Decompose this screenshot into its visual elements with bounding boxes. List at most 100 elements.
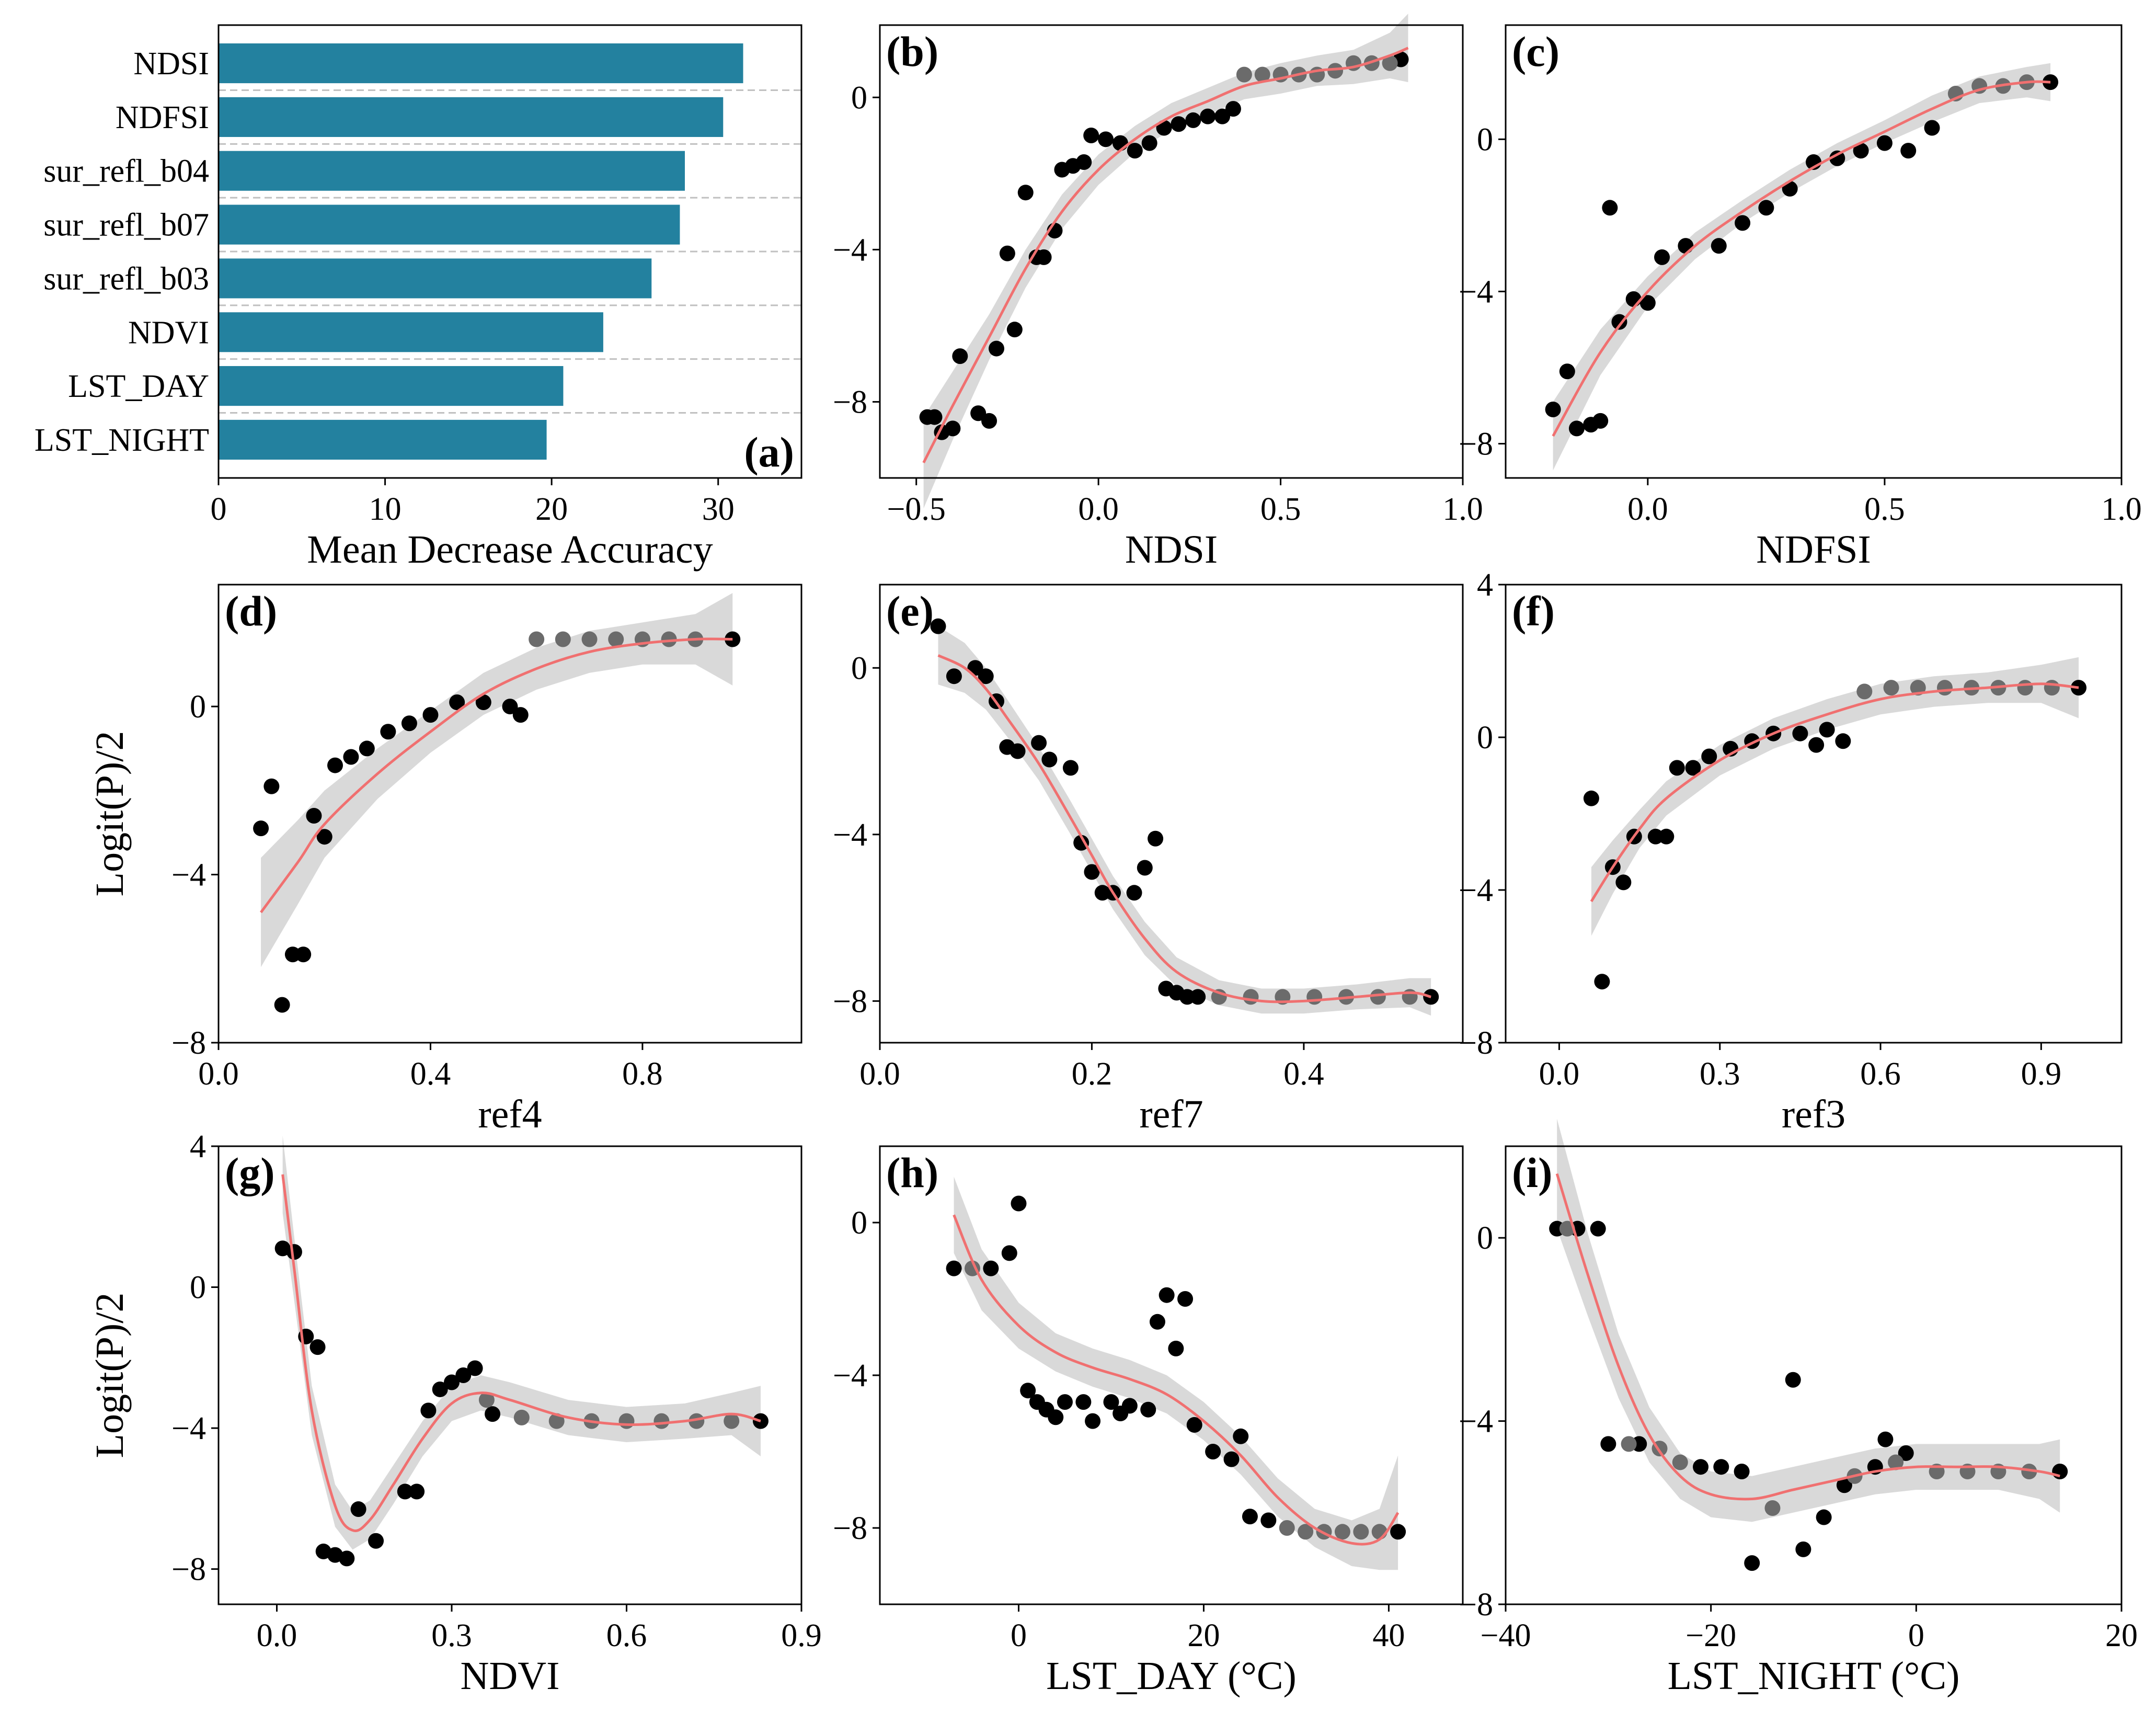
- data-point: [368, 1533, 384, 1549]
- x-tick-label: 0.6: [606, 1618, 647, 1653]
- data-point: [952, 348, 968, 364]
- data-point: [1141, 135, 1157, 151]
- data-point: [1190, 989, 1206, 1005]
- data-point: [1816, 1509, 1832, 1525]
- y-tick-label: −4: [833, 232, 867, 268]
- y-tick-label: 0: [1477, 122, 1493, 157]
- chart-panel-e: −8 −4 0 0.0 0.2 0.4 ref7 (e): [833, 584, 1464, 1136]
- bar-sur-refl-b03: [219, 258, 652, 299]
- bar-category-label: NDSI: [133, 46, 209, 82]
- x-tick-label: 0.2: [1072, 1056, 1113, 1092]
- data-point: [502, 699, 518, 715]
- data-point: [1735, 215, 1751, 231]
- data-point: [1242, 1509, 1258, 1525]
- data-point: [1159, 1287, 1175, 1303]
- data-point: [1792, 725, 1808, 741]
- data-point: [1031, 735, 1047, 751]
- bar-lst-day: [219, 366, 564, 406]
- data-point: [1545, 402, 1561, 418]
- data-point: [1168, 1340, 1184, 1356]
- data-point: [253, 820, 269, 837]
- fit-line: [260, 637, 733, 914]
- data-point: [309, 1339, 326, 1355]
- data-point: [455, 1367, 472, 1383]
- x-tick-label: 0.5: [1864, 492, 1905, 527]
- data-point-overlap: [618, 1413, 635, 1429]
- data-point-overlap: [513, 1409, 530, 1425]
- bar-category-label: LST_DAY: [68, 369, 209, 404]
- data-point: [1829, 150, 1845, 166]
- data-point: [946, 668, 962, 684]
- data-point: [999, 245, 1015, 261]
- data-point: [1126, 885, 1142, 901]
- x-tick-label: 0.0: [1627, 492, 1668, 527]
- data-point: [263, 778, 280, 794]
- y-tick-label: 0: [190, 689, 206, 725]
- data-point: [1140, 1401, 1156, 1418]
- x-tick-label: 0.9: [781, 1618, 822, 1653]
- y-tick-label: 0: [1477, 720, 1493, 756]
- panel-label: (e): [886, 587, 934, 635]
- data-point: [1084, 864, 1100, 880]
- x-tick-label: 0.4: [1283, 1056, 1324, 1092]
- data-point-overlap: [2021, 1463, 2037, 1479]
- data-point: [1701, 748, 1717, 764]
- x-tick-label: 0: [1011, 1618, 1027, 1653]
- data-point: [1836, 1477, 1852, 1493]
- data-point: [1713, 1459, 1729, 1475]
- data-point: [1010, 743, 1026, 759]
- data-point: [1819, 722, 1835, 738]
- bar-sur-refl-b07: [219, 204, 680, 245]
- bar-ndvi: [219, 312, 603, 352]
- x-tick-label: 20: [1187, 1618, 1220, 1653]
- x-axis-label: LST_DAY (°C): [1046, 1654, 1297, 1698]
- data-point-overlap: [1402, 989, 1418, 1005]
- fit-line: [1555, 1173, 2060, 1501]
- data-point: [1225, 101, 1241, 117]
- data-point: [1017, 185, 1034, 201]
- data-point: [1602, 200, 1618, 216]
- bar-category-label: LST_NIGHT: [35, 423, 209, 458]
- data-point: [1121, 1398, 1138, 1414]
- bar-category-label: sur_refl_b04: [43, 154, 209, 189]
- data-point: [485, 1406, 501, 1422]
- y-tick-label: 0: [851, 1205, 867, 1241]
- bar-ndsi: [219, 43, 743, 84]
- fit-line: [937, 654, 1431, 1003]
- y-tick-label: −4: [833, 1358, 867, 1394]
- data-point: [1205, 1444, 1221, 1459]
- chart-panel-b: −8 −4 0 −0.5 0.0 0.5 1.0 NDSI (b): [833, 14, 1483, 572]
- x-tick-label: 0: [211, 492, 227, 527]
- plot-frame: [879, 24, 1464, 479]
- data-point: [1654, 249, 1670, 265]
- x-tick-label: 0.0: [198, 1056, 239, 1092]
- data-point: [444, 1374, 460, 1390]
- y-tick-label: 4: [190, 1129, 206, 1165]
- fit-line: [281, 1174, 761, 1533]
- plot-frame: [879, 584, 1464, 1044]
- data-point: [1036, 249, 1052, 265]
- x-tick-label: 10: [369, 492, 402, 527]
- x-tick-label: 0.4: [410, 1056, 451, 1092]
- data-point: [926, 409, 943, 425]
- data-point: [983, 1260, 999, 1276]
- data-point: [1795, 1541, 1811, 1557]
- x-axis-label: ref7: [1139, 1092, 1203, 1136]
- data-point: [420, 1402, 437, 1419]
- data-point: [327, 757, 343, 773]
- data-point: [1785, 1372, 1801, 1388]
- confidence-band: [1591, 657, 2079, 936]
- x-tick-label: 0.0: [1078, 492, 1119, 527]
- x-tick-label: 40: [1372, 1618, 1405, 1653]
- x-tick-label: −0.5: [887, 492, 945, 527]
- panel-label: (c): [1512, 28, 1559, 75]
- data-point: [981, 413, 997, 429]
- y-tick-label: 0: [851, 651, 867, 686]
- x-axis-label: NDSI: [1125, 528, 1218, 572]
- plot-frame: [1505, 24, 2123, 479]
- data-point-overlap: [1764, 1500, 1781, 1516]
- plot-frame: [217, 584, 802, 1044]
- data-point: [1678, 238, 1694, 254]
- bar-category-label: sur_refl_b07: [43, 208, 209, 243]
